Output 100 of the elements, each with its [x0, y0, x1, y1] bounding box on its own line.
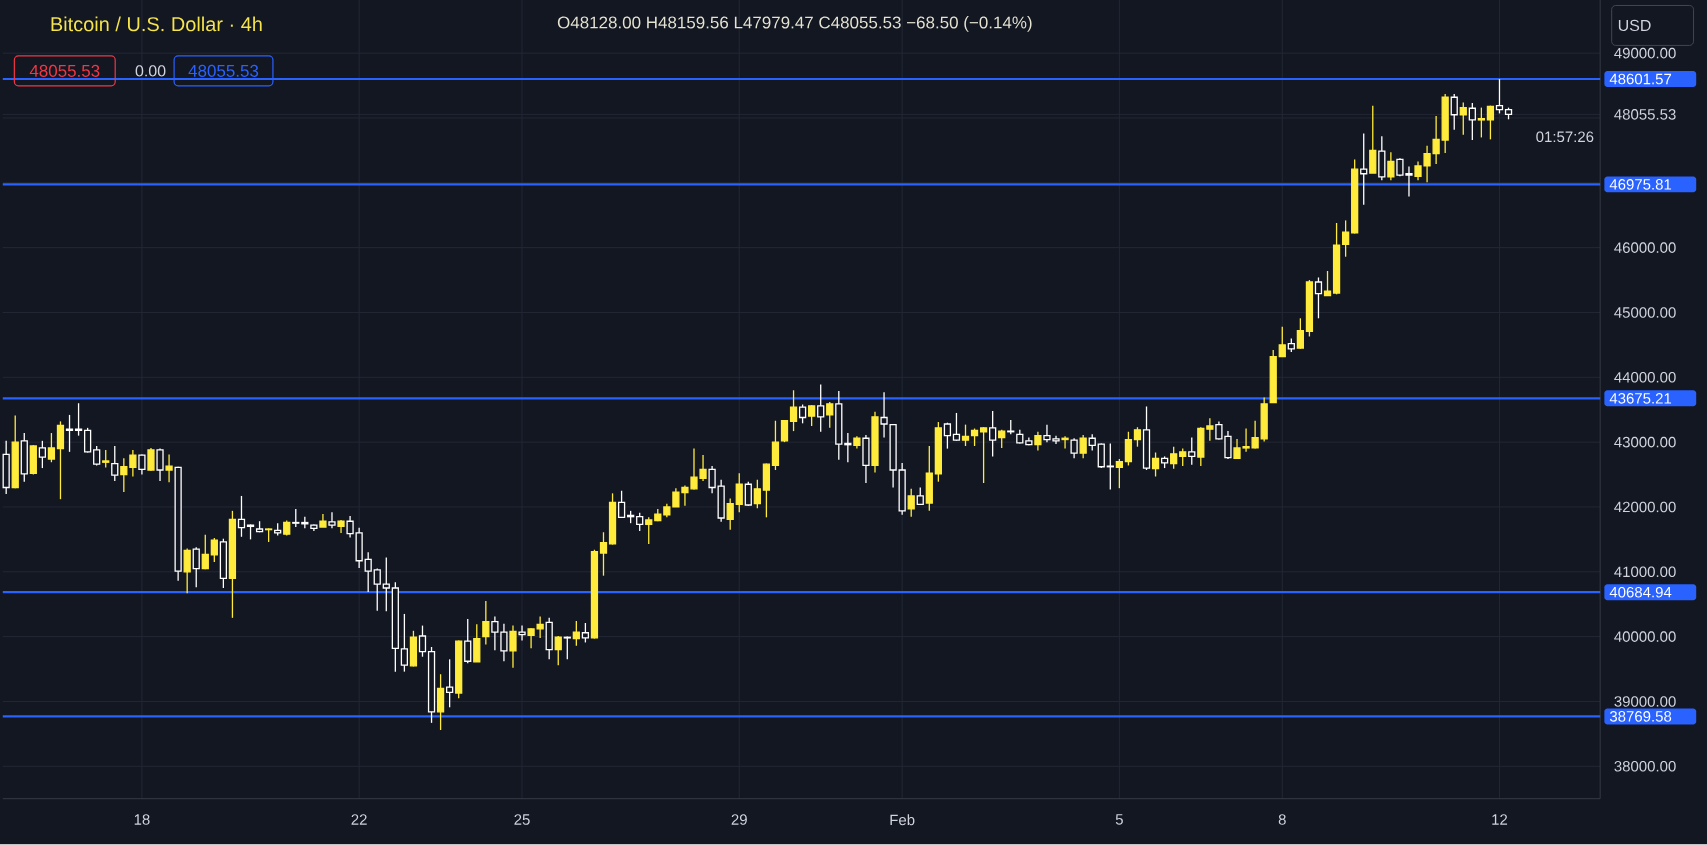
- candlestick: [400, 613, 409, 673]
- annotation: 0.00: [135, 65, 166, 77]
- candlestick: [518, 625, 526, 642]
- candlestick: [708, 465, 716, 495]
- candlestick: [1170, 446, 1178, 470]
- y-tick-label: 44000.00: [1614, 372, 1676, 383]
- candlestick: [1133, 426, 1142, 448]
- candlestick: [527, 627, 535, 650]
- candlestick: [1450, 93, 1458, 131]
- candlestick: [436, 673, 445, 731]
- candlestick: [572, 620, 580, 647]
- candlestick: [1495, 78, 1504, 115]
- candlestick: [1070, 437, 1078, 460]
- text: Bitcoin / U.S. Dollar · 4h: [51, 16, 262, 32]
- candlestick: [1486, 105, 1495, 141]
- candlestick: [482, 600, 490, 646]
- candlestick: [120, 457, 128, 493]
- x-tick-label: 18: [134, 814, 150, 825]
- x-tick-label: 22: [351, 814, 367, 825]
- candlestick: [1097, 442, 1105, 469]
- candlestick: [817, 383, 825, 433]
- candlestick: [1477, 107, 1486, 139]
- annotation: 01:57:26: [1536, 131, 1594, 143]
- candlestick: [1206, 417, 1214, 442]
- ref-line-label: 43675.21: [1609, 393, 1672, 404]
- candlestick: [961, 424, 970, 447]
- candlestick: [83, 427, 92, 454]
- candlestick: [129, 449, 137, 478]
- candlestick: [292, 508, 300, 528]
- y-tick-label: 40000.00: [1614, 631, 1676, 643]
- candlestick: [808, 404, 816, 427]
- candlestick: [1296, 317, 1305, 350]
- candlestick: [952, 412, 961, 442]
- candlestick: [1468, 102, 1476, 141]
- candlestick: [1106, 442, 1114, 491]
- candlestick: [1061, 435, 1069, 450]
- candlestick: [192, 546, 200, 589]
- y-tick-label: 49000.00: [1614, 48, 1676, 59]
- candlestick: [509, 625, 517, 669]
- candlestick: [364, 551, 372, 593]
- candlestick: [617, 490, 626, 519]
- candlestick: [826, 401, 834, 429]
- candlestick: [1034, 431, 1042, 452]
- annotation: 48055.53: [29, 65, 100, 78]
- text: USD: [1618, 19, 1651, 32]
- candlestick: [237, 495, 246, 538]
- candlestick: [418, 625, 427, 658]
- candlestick: [165, 453, 173, 484]
- candlestick: [56, 420, 65, 501]
- candlestick: [581, 622, 590, 644]
- candlestick: [771, 420, 780, 471]
- candlestick: [1369, 105, 1377, 174]
- candlestick: [645, 516, 653, 545]
- candlestick: [1459, 101, 1467, 136]
- x-tick-label: 5: [1115, 814, 1123, 825]
- candlestick: [979, 426, 988, 484]
- candlestick: [473, 623, 481, 663]
- y-tick-label: 38000.00: [1614, 761, 1676, 772]
- candlestick: [907, 488, 915, 518]
- candlestick: [1188, 437, 1196, 466]
- candlestick: [373, 568, 381, 612]
- y-tick-label: 48055.53: [1614, 109, 1676, 120]
- annotation: 48055.53: [188, 65, 259, 78]
- candlestick: [156, 448, 164, 482]
- candlestick: [599, 531, 608, 577]
- candlestick: [1278, 326, 1286, 358]
- candlestick: [138, 453, 146, 476]
- y-tick-label: 41000.00: [1614, 566, 1676, 578]
- candlestick: [744, 481, 752, 507]
- candlestick: [789, 389, 798, 432]
- x-tick-label: 25: [514, 814, 530, 825]
- candlestick: [183, 547, 191, 595]
- text: O48128.00 H48159.56 L47979.47 C48055.53 −68.50 (−0.14%): [557, 16, 1032, 33]
- candlestick: [47, 432, 56, 464]
- candlestick: [210, 537, 218, 563]
- candlestick: [753, 479, 761, 510]
- candlestick: [989, 410, 997, 458]
- candlestick: [735, 472, 743, 513]
- candlestick: [1387, 151, 1395, 182]
- candlestick: [780, 419, 789, 443]
- candlestick: [111, 445, 119, 482]
- candlestick: [464, 618, 472, 665]
- y-tick-label: 39000.00: [1614, 696, 1676, 707]
- candlestick: [943, 422, 952, 450]
- y-tick-label: 46000.00: [1614, 242, 1676, 254]
- candlestick: [147, 447, 155, 472]
- candlestick: [636, 512, 644, 532]
- candlestick: [1151, 452, 1160, 478]
- candlestick: [446, 658, 454, 709]
- candlestick: [1115, 458, 1123, 489]
- x-tick-label: Feb: [890, 814, 915, 826]
- candlestick: [1314, 277, 1323, 320]
- ref-line-label: 46975.81: [1609, 179, 1672, 190]
- candlestick: [554, 635, 562, 666]
- candlestick: [1341, 219, 1350, 258]
- candlestick: [201, 534, 209, 571]
- y-tick-label: 45000.00: [1614, 307, 1676, 318]
- candlestick: [798, 404, 807, 425]
- y-tick-label: 42000.00: [1614, 501, 1676, 513]
- ref-line-label: 40684.94: [1609, 587, 1672, 598]
